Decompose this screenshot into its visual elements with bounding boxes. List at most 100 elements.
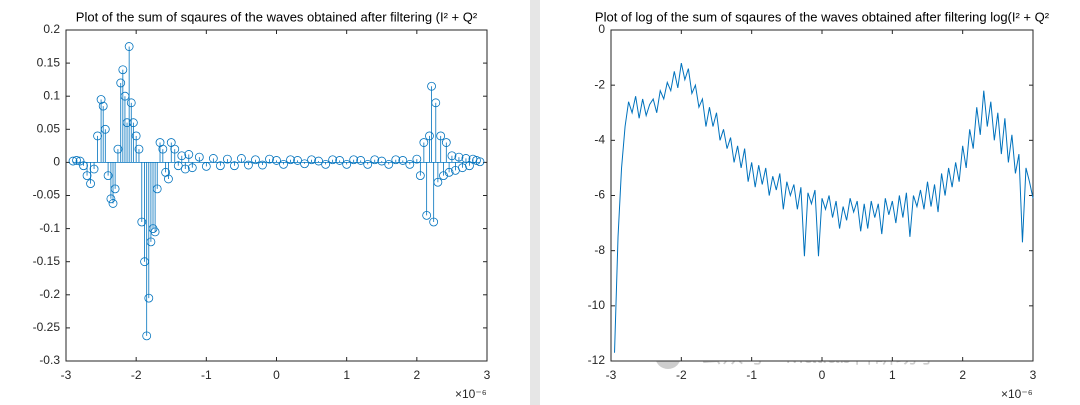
stem-marker — [79, 161, 88, 171]
stem-marker — [300, 159, 309, 169]
stem-marker — [419, 138, 429, 147]
x-tick-label: -3 — [606, 368, 617, 382]
stem-marker — [405, 159, 415, 169]
y-tick-label: -10 — [588, 298, 606, 312]
x-tick-label: 2 — [413, 368, 420, 382]
chart-title: Plot of log of the sum of sqaures of the… — [595, 9, 1050, 24]
stem-marker — [454, 152, 464, 162]
stem-marker — [215, 161, 225, 171]
stem-marker — [441, 138, 451, 147]
stem-marker — [384, 159, 394, 169]
stem-marker — [124, 42, 134, 51]
y-tick-label: -12 — [588, 353, 606, 367]
x-tick-label: -2 — [131, 368, 142, 382]
y-tick-label: 0.2 — [43, 22, 60, 36]
stem-marker — [137, 217, 147, 227]
stem-marker — [134, 144, 144, 154]
stem-marker — [265, 154, 274, 164]
x-tick-label: 3 — [1030, 368, 1037, 382]
stem-marker — [447, 151, 457, 161]
stem-marker — [321, 159, 331, 169]
stem-marker — [279, 159, 288, 169]
stem-marker — [82, 171, 92, 181]
stem-marker — [98, 101, 108, 111]
x-tick-label: 0 — [819, 368, 826, 382]
y-tick-label: 0.15 — [37, 55, 61, 69]
x-tick-label: -1 — [201, 368, 212, 382]
stem-marker — [158, 144, 168, 154]
axes-box — [610, 29, 1034, 362]
stem-marker — [363, 159, 373, 169]
stem-marker — [436, 131, 446, 141]
y-tick-label: 0 — [598, 22, 605, 36]
stem-marker — [272, 156, 281, 165]
stem-marker — [170, 144, 180, 154]
x-tick-label: 3 — [484, 368, 491, 382]
stem-marker — [391, 155, 401, 165]
y-tick-label: -8 — [594, 243, 605, 257]
x-exponent: ×10⁻⁶ — [455, 387, 487, 401]
stem-marker — [475, 157, 485, 167]
stem-marker — [116, 78, 126, 88]
axes-background — [611, 30, 1033, 361]
x-tick-label: 1 — [889, 368, 896, 382]
y-tick-label: -0.1 — [39, 221, 60, 235]
stem-marker — [286, 155, 295, 165]
y-tick-label: -6 — [594, 188, 605, 202]
stem-marker — [150, 227, 160, 237]
stem-marker — [113, 144, 123, 154]
stem-marker — [100, 124, 110, 134]
stem-marker — [108, 199, 118, 208]
stem-marker — [96, 95, 106, 104]
stem-marker — [444, 167, 454, 177]
stem-marker — [222, 154, 232, 164]
stem-marker — [93, 131, 102, 141]
stem-marker — [106, 194, 116, 204]
stem-marker — [144, 293, 154, 303]
stem-marker — [412, 154, 422, 164]
stem-marker — [187, 163, 197, 173]
stem-marker — [258, 160, 267, 170]
stem-marker — [458, 163, 467, 173]
x-tick-label: -1 — [746, 368, 757, 382]
stem-marker — [415, 171, 425, 181]
stem-marker — [251, 155, 260, 165]
stem-marker — [370, 155, 380, 165]
stem-marker — [293, 156, 302, 165]
stem-marker — [142, 331, 152, 341]
y-tick-label: 0.05 — [37, 121, 61, 135]
stem-marker — [75, 156, 85, 166]
stem-marker — [164, 174, 173, 184]
y-tick-label: -0.25 — [33, 320, 61, 334]
stem-marker — [146, 237, 156, 247]
stem-marker — [131, 131, 141, 141]
chart-title: Plot of the sum of sqaures of the waves … — [76, 9, 478, 24]
y-tick-label: -0.2 — [39, 287, 60, 301]
stem-marker — [356, 156, 366, 165]
axes-background — [66, 30, 487, 361]
stem-marker — [152, 184, 162, 194]
x-tick-label: 0 — [273, 368, 280, 382]
stem-marker — [431, 98, 441, 108]
stem-marker — [86, 179, 95, 188]
y-tick-label: -2 — [594, 77, 605, 91]
x-tick-label: -3 — [61, 368, 72, 382]
stem-marker — [184, 150, 194, 159]
stem-marker — [103, 171, 113, 181]
stem-marker — [335, 156, 345, 165]
stem-marker — [377, 156, 387, 166]
stem-marker — [439, 171, 448, 181]
stem-marker — [180, 164, 190, 174]
y-tick-label: -0.05 — [33, 188, 61, 202]
stem-marker — [118, 65, 128, 75]
stem-marker — [398, 156, 408, 165]
stem-marker — [244, 160, 253, 170]
stem-marker — [425, 131, 434, 141]
stem-marker — [349, 155, 359, 165]
stem-marker — [126, 98, 136, 108]
y-tick-label: -0.15 — [33, 254, 61, 268]
stem-marker — [68, 156, 78, 166]
y-tick-label: -4 — [594, 133, 605, 147]
stem-marker — [427, 81, 436, 91]
